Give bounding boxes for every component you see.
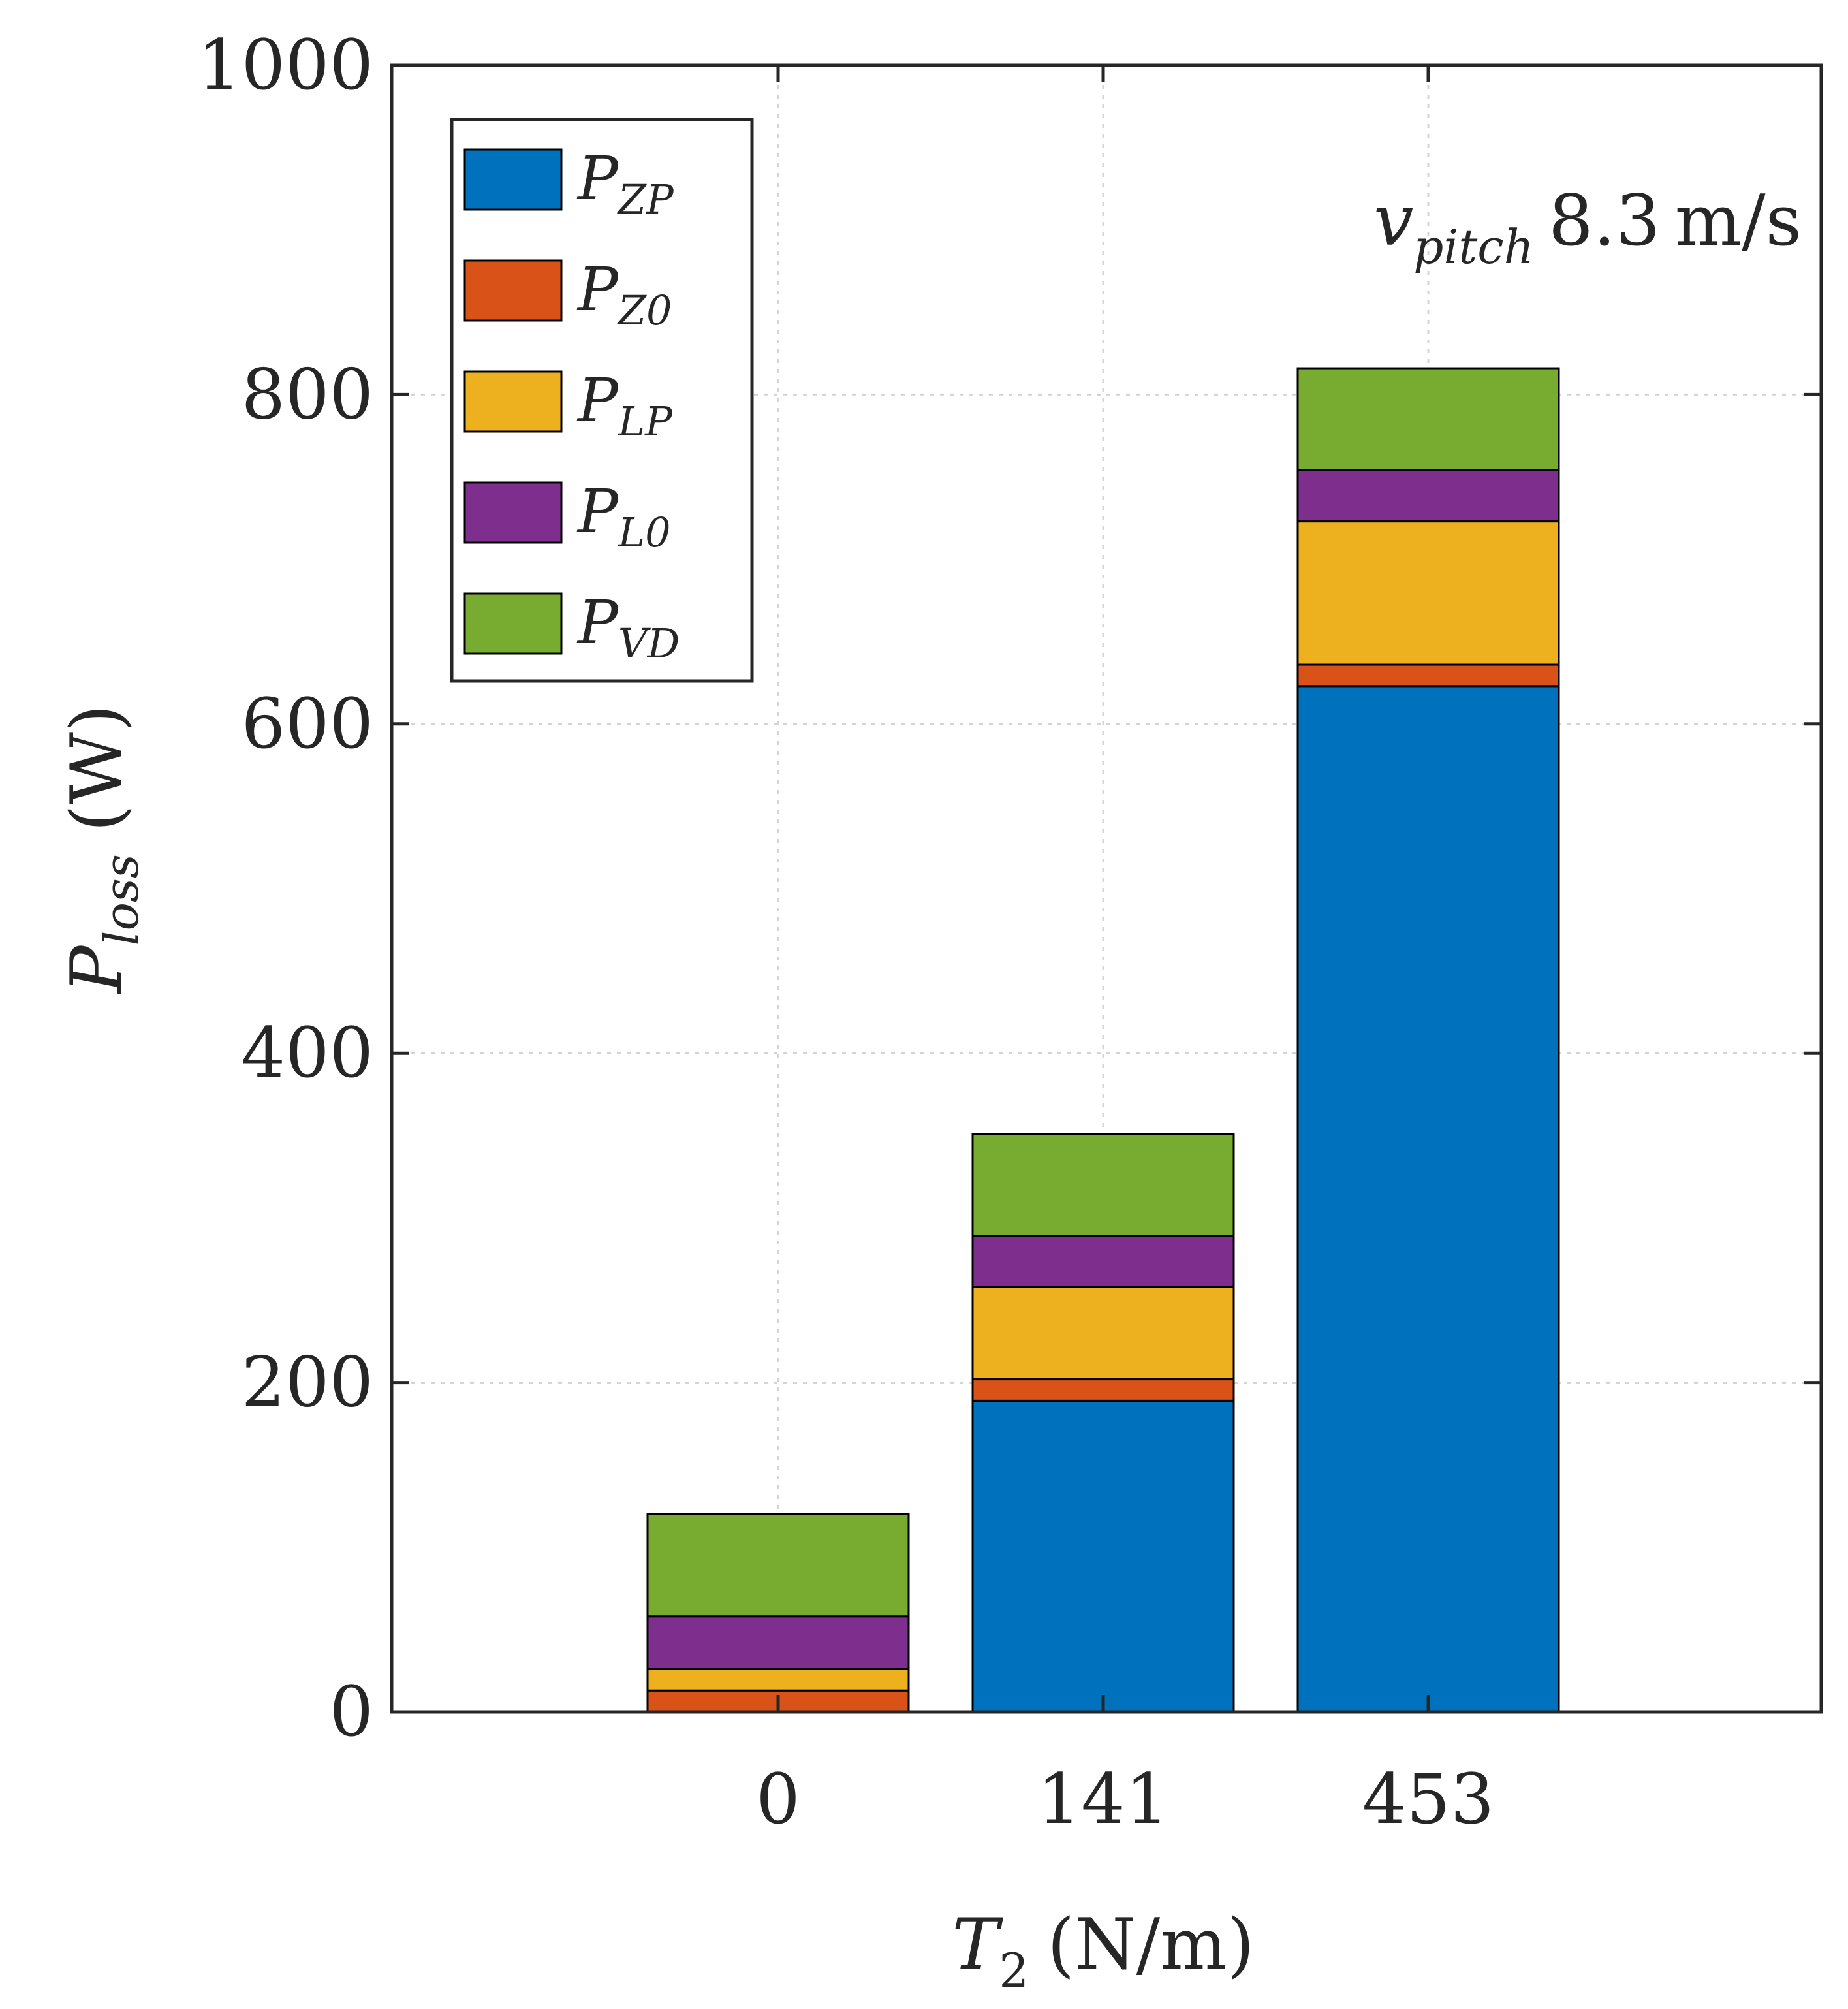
legend-swatch-zp [463, 148, 563, 211]
bar-segment-z0-453 [1296, 663, 1560, 688]
legend-swatch-lp [463, 370, 563, 433]
bars [646, 367, 1560, 1713]
bar-segment-lp-0 [646, 1668, 910, 1692]
bar-segment-vd-0 [646, 1513, 910, 1618]
bar-segment-l0-0 [646, 1615, 910, 1670]
y-tick-label: 400 [242, 1013, 373, 1093]
legend-label-vd: PVD [576, 588, 680, 667]
legend: PZP PZ0 PLP PL0 PVD [450, 118, 754, 683]
x-tick-label: 453 [1362, 1759, 1494, 1839]
bar-segment-l0-453 [1296, 469, 1560, 523]
y-axis-title: Ploss(W) [56, 704, 149, 994]
legend-label-l0: PL0 [576, 477, 671, 556]
legend-label-z0: PZ0 [576, 255, 672, 334]
legend-label-zp: PZP [576, 144, 674, 223]
pitch-velocity-annotation: vpitch 8.3 m/s [1373, 180, 1802, 274]
bar-segment-zp-141 [971, 1399, 1235, 1713]
plot-frame [390, 63, 1823, 1714]
y-tick-label: 600 [242, 684, 373, 764]
y-tick-label: 1000 [197, 25, 373, 105]
legend-label-lp: PLP [576, 366, 673, 445]
bar-segment-l0-141 [971, 1235, 1235, 1288]
bar-segment-vd-141 [971, 1133, 1235, 1237]
legend-swatch-vd [463, 592, 563, 655]
x-axis-title: T2 (N/m) [952, 1904, 1254, 1998]
bar-segment-vd-453 [1296, 367, 1560, 471]
bar-segment-z0-141 [971, 1378, 1235, 1402]
y-tick-label: 800 [242, 354, 373, 434]
bar-segment-lp-453 [1296, 520, 1560, 666]
x-tick-label: 0 [756, 1759, 800, 1839]
legend-swatch-l0 [463, 481, 563, 544]
y-tick-label: 0 [330, 1671, 373, 1752]
x-tick-label: 141 [1037, 1759, 1169, 1839]
axis-ticks [392, 63, 1821, 1714]
legend-swatch-z0 [463, 259, 563, 322]
bar-segment-zp-453 [1296, 685, 1560, 1713]
bar-segment-lp-141 [971, 1286, 1235, 1381]
y-tick-label: 200 [242, 1342, 373, 1423]
